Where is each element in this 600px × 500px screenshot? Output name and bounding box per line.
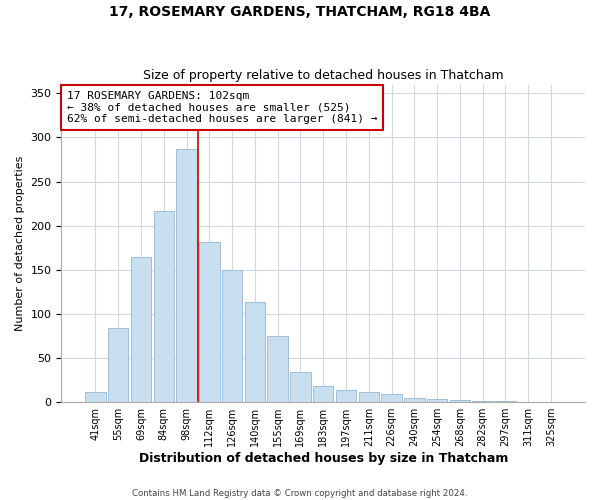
Bar xyxy=(154,210,174,402)
Title: Size of property relative to detached houses in Thatcham: Size of property relative to detached ho… xyxy=(143,69,503,82)
X-axis label: Distribution of detached houses by size in Thatcham: Distribution of detached houses by size … xyxy=(139,452,508,465)
Text: 17 ROSEMARY GARDENS: 102sqm
← 38% of detached houses are smaller (525)
62% of se: 17 ROSEMARY GARDENS: 102sqm ← 38% of det… xyxy=(67,91,377,124)
Bar xyxy=(268,336,288,402)
Bar xyxy=(313,386,334,402)
Text: 17, ROSEMARY GARDENS, THATCHAM, RG18 4BA: 17, ROSEMARY GARDENS, THATCHAM, RG18 4BA xyxy=(109,5,491,19)
Bar xyxy=(404,398,425,402)
Bar xyxy=(449,400,470,402)
Bar xyxy=(381,394,402,402)
Bar xyxy=(131,258,151,402)
Bar xyxy=(290,372,311,402)
Bar xyxy=(245,302,265,402)
Bar xyxy=(222,270,242,402)
Y-axis label: Number of detached properties: Number of detached properties xyxy=(15,156,25,331)
Bar xyxy=(199,242,220,402)
Bar xyxy=(336,390,356,402)
Bar xyxy=(108,328,128,402)
Bar xyxy=(176,149,197,402)
Bar xyxy=(85,392,106,402)
Text: Contains HM Land Registry data © Crown copyright and database right 2024.: Contains HM Land Registry data © Crown c… xyxy=(132,488,468,498)
Bar xyxy=(427,398,448,402)
Bar xyxy=(359,392,379,402)
